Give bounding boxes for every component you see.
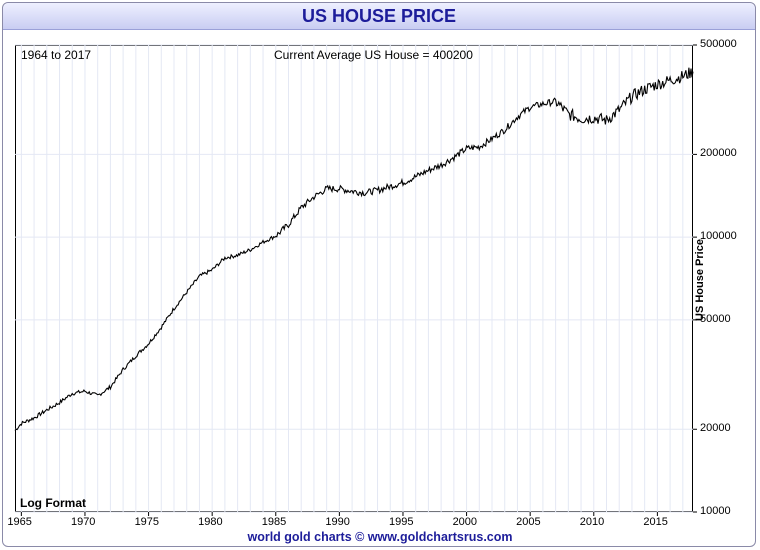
y-tick-label: 100000: [700, 230, 737, 243]
current-average-label: Current Average US House = 400200: [274, 48, 473, 62]
x-tick-label: 1965: [7, 516, 32, 528]
x-tick-label: 1990: [325, 516, 350, 528]
x-tick-label: 1995: [388, 516, 414, 528]
y-axis-label: US House Price: [694, 239, 706, 321]
log-format-label: Log Format: [20, 496, 86, 510]
x-tick-label: 1970: [70, 516, 96, 528]
x-tick-label: 2005: [516, 516, 541, 528]
date-range-label: 1964 to 2017: [21, 48, 92, 62]
y-tick-label: 500000: [700, 38, 737, 50]
house-price-line: [14, 67, 694, 431]
y-tick-label: 10000: [700, 505, 731, 517]
x-tick-label: 2015: [643, 516, 668, 528]
x-tick-label: 1975: [134, 516, 160, 528]
x-tick-label: 2010: [579, 516, 605, 528]
y-tick-label: 20000: [700, 422, 731, 435]
footer-credit: world gold charts © www.goldchartsrus.co…: [247, 530, 513, 544]
grid-lines: [15, 44, 693, 513]
chart-title: US HOUSE PRICE: [3, 3, 755, 30]
tick-marks: [20, 44, 697, 516]
y-tick-label: 200000: [700, 147, 737, 160]
x-tick-label: 1980: [198, 516, 223, 528]
x-tick-label: 2000: [452, 516, 478, 528]
x-tick-label: 1985: [261, 516, 287, 528]
y-tick-label: 50000: [700, 312, 731, 325]
